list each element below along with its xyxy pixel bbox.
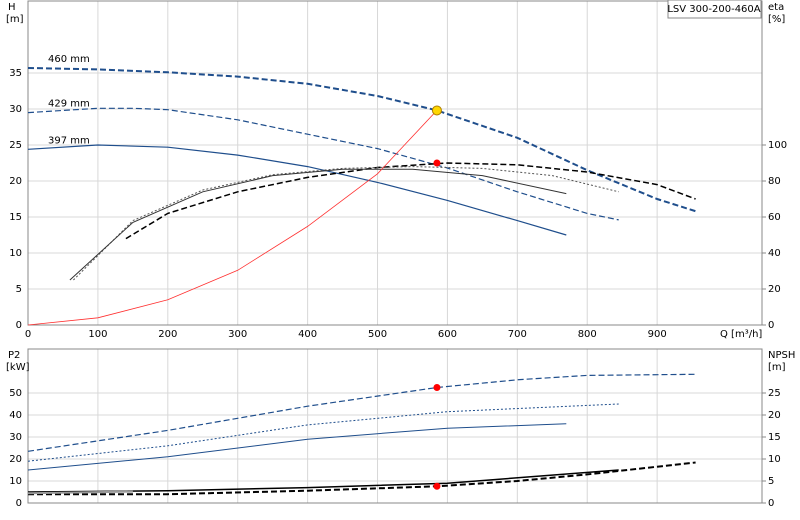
x-tick-label: 900 — [648, 329, 667, 340]
y-tick-label: 10 — [9, 248, 22, 259]
curve — [28, 461, 696, 496]
curve — [27, 110, 438, 326]
chart-title: LSV 300-200-460A — [667, 4, 760, 15]
title-box — [667, 0, 762, 19]
x-tick-label: 400 — [298, 329, 317, 340]
duty-point — [433, 384, 441, 391]
y-tick-label: 0 — [16, 498, 22, 509]
y-axis-unit: [m] — [6, 14, 24, 25]
curve — [27, 373, 696, 452]
y2-tick-label: 25 — [768, 388, 781, 399]
y2-tick-label: 100 — [768, 140, 787, 151]
x-tick-label: 200 — [158, 329, 177, 340]
y-axis-label: H — [8, 2, 16, 13]
y2-tick-label: 80 — [768, 176, 781, 187]
x-tick-label: 600 — [438, 329, 457, 340]
y2-axis-label: NPSH — [768, 350, 795, 361]
x-tick-label: 300 — [228, 329, 247, 340]
curve — [27, 490, 133, 495]
y2-tick-label: 60 — [768, 212, 781, 223]
curve — [27, 423, 567, 471]
x-tick-label: 100 — [88, 329, 107, 340]
y-tick-label: 35 — [9, 68, 22, 79]
curve-label: 460 mm — [48, 54, 90, 65]
y-tick-label: 10 — [9, 476, 22, 487]
y-tick-label: 20 — [9, 176, 22, 187]
curve-label: 397 mm — [48, 135, 90, 146]
plot-frame — [27, 348, 763, 504]
duty-point — [433, 482, 441, 490]
curve — [27, 144, 567, 236]
y2-tick-label: 0 — [768, 498, 774, 509]
y-tick-label: 40 — [9, 410, 22, 421]
y2-tick-label: 0 — [768, 320, 774, 331]
y2-axis-unit: [m] — [768, 362, 786, 373]
x-axis-label: Q [m³/h] — [720, 329, 762, 340]
y2-tick-label: 15 — [768, 432, 781, 443]
y-tick-label: 5 — [16, 284, 22, 295]
y-tick-label: 50 — [9, 388, 22, 399]
y-axis-label: P2 — [8, 350, 20, 361]
y-tick-label: 0 — [16, 320, 22, 331]
x-tick-label: 0 — [25, 329, 31, 340]
curve — [125, 162, 696, 240]
y-tick-label: 30 — [9, 432, 22, 443]
x-tick-label: 800 — [578, 329, 597, 340]
curve — [27, 403, 619, 462]
duty-point — [431, 105, 442, 116]
y2-tick-label: 10 — [768, 454, 781, 465]
y-tick-label: 20 — [9, 454, 22, 465]
y-tick-label: 30 — [9, 104, 22, 115]
curve-label: 429 mm — [48, 99, 90, 110]
y2-tick-label: 20 — [768, 410, 781, 421]
curve — [69, 168, 567, 281]
duty-point — [433, 159, 441, 167]
curve — [27, 67, 696, 213]
y2-tick-label: 20 — [768, 284, 781, 295]
y-axis-unit: [kW] — [6, 362, 30, 373]
y2-axis-unit: [%] — [768, 14, 785, 25]
y2-tick-label: 5 — [768, 476, 774, 487]
plot-frame — [27, 0, 763, 326]
y2-tick-label: 40 — [768, 248, 781, 259]
x-tick-label: 500 — [368, 329, 387, 340]
curve — [27, 107, 619, 221]
y-tick-label: 15 — [9, 212, 22, 223]
curve — [73, 166, 619, 281]
x-tick-label: 700 — [508, 329, 527, 340]
y-tick-label: 25 — [9, 140, 22, 151]
y2-axis-label: eta — [768, 2, 784, 13]
